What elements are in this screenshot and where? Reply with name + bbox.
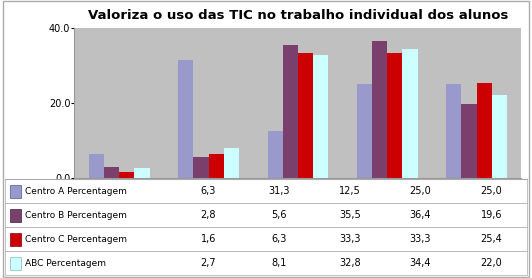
Bar	[119, 172, 135, 178]
Text: 25,4: 25,4	[480, 234, 502, 244]
Text: 33,3: 33,3	[410, 234, 431, 244]
Bar	[461, 104, 477, 178]
Bar	[178, 60, 193, 178]
Text: 31,3: 31,3	[268, 186, 290, 196]
Bar	[477, 83, 492, 178]
Text: 32,8: 32,8	[339, 258, 361, 268]
Bar	[224, 148, 239, 178]
Text: 6,3: 6,3	[271, 234, 287, 244]
Text: Centro A Percentagem: Centro A Percentagem	[25, 187, 127, 196]
Text: 25,0: 25,0	[480, 186, 502, 196]
Text: 1,6: 1,6	[201, 234, 216, 244]
Text: 36,4: 36,4	[410, 210, 431, 220]
Bar	[492, 95, 507, 178]
Bar	[282, 45, 298, 178]
Bar	[193, 157, 209, 178]
Bar	[268, 131, 282, 178]
Bar	[135, 168, 149, 178]
Text: 34,4: 34,4	[410, 258, 431, 268]
Text: ABC Percentagem: ABC Percentagem	[25, 259, 106, 268]
Text: 35,5: 35,5	[339, 210, 361, 220]
Bar	[372, 41, 387, 178]
Text: 25,0: 25,0	[410, 186, 431, 196]
Text: 12,5: 12,5	[339, 186, 361, 196]
Text: Centro C Percentagem: Centro C Percentagem	[25, 235, 127, 244]
Text: 2,7: 2,7	[201, 258, 216, 268]
Bar	[403, 49, 418, 178]
Bar	[209, 154, 224, 178]
Text: 8,1: 8,1	[271, 258, 287, 268]
Title: Valoriza o uso das TIC no trabalho individual dos alunos: Valoriza o uso das TIC no trabalho indiv…	[88, 9, 508, 23]
Text: 6,3: 6,3	[201, 186, 216, 196]
Text: 19,6: 19,6	[480, 210, 502, 220]
Text: 22,0: 22,0	[480, 258, 502, 268]
Bar	[89, 154, 104, 178]
Bar	[104, 167, 119, 178]
Text: 5,6: 5,6	[271, 210, 287, 220]
Text: 33,3: 33,3	[339, 234, 361, 244]
Text: 2,8: 2,8	[201, 210, 216, 220]
Bar	[298, 53, 313, 178]
Bar	[357, 84, 372, 178]
Bar	[313, 55, 328, 178]
Bar	[446, 84, 461, 178]
Bar	[387, 53, 403, 178]
Text: Centro B Percentagem: Centro B Percentagem	[25, 211, 127, 220]
